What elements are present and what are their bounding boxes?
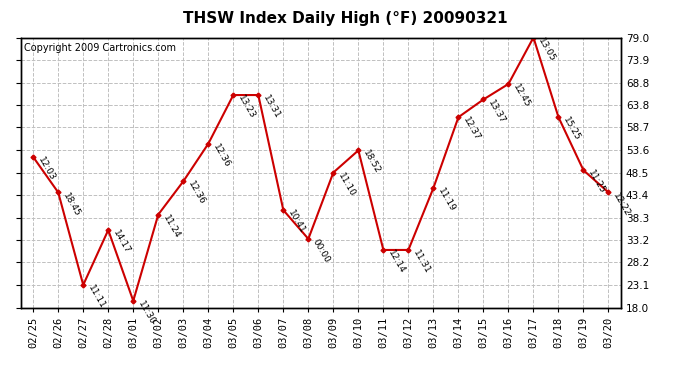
Text: 12:45: 12:45: [511, 82, 532, 109]
Text: 10:41: 10:41: [286, 209, 307, 236]
Text: 11:19: 11:19: [436, 187, 457, 213]
Text: 12:22: 12:22: [611, 191, 632, 217]
Text: 13:05: 13:05: [536, 36, 557, 63]
Text: 12:37: 12:37: [461, 116, 482, 142]
Text: 14:17: 14:17: [111, 229, 132, 255]
Text: 11:31: 11:31: [411, 249, 432, 276]
Text: 00:00: 00:00: [311, 237, 332, 264]
Text: 12:14: 12:14: [386, 249, 407, 275]
Text: 11:25: 11:25: [586, 169, 607, 196]
Text: 11:24: 11:24: [161, 213, 181, 240]
Text: 18:45: 18:45: [61, 191, 81, 218]
Text: 13:37: 13:37: [486, 98, 507, 125]
Text: 11:10: 11:10: [336, 171, 357, 198]
Text: 15:25: 15:25: [561, 116, 582, 142]
Text: THSW Index Daily High (°F) 20090321: THSW Index Daily High (°F) 20090321: [183, 11, 507, 26]
Text: 12:36: 12:36: [186, 180, 207, 207]
Text: 11:30: 11:30: [136, 300, 157, 326]
Text: 12:03: 12:03: [36, 156, 57, 182]
Text: 13:31: 13:31: [261, 94, 282, 120]
Text: 12:36: 12:36: [211, 142, 232, 169]
Text: 18:52: 18:52: [361, 149, 382, 176]
Text: 11:11: 11:11: [86, 284, 107, 310]
Text: Copyright 2009 Cartronics.com: Copyright 2009 Cartronics.com: [23, 43, 176, 53]
Text: 13:23: 13:23: [236, 94, 257, 120]
